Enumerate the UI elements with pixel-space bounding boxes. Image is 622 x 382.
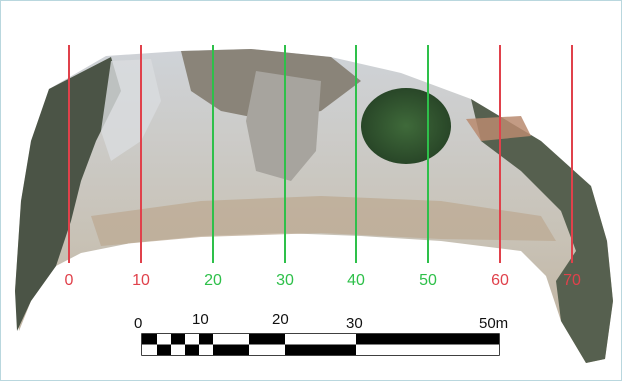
scale-bar: 0 10 20 30 50m bbox=[134, 311, 508, 356]
scale-label-30: 30 bbox=[346, 315, 363, 332]
scale-block-top-1 bbox=[157, 334, 171, 345]
scale-bar-blocks bbox=[142, 334, 499, 355]
transect-label-20: 20 bbox=[204, 272, 222, 289]
sand-band bbox=[91, 196, 556, 246]
scale-block-bottom-3 bbox=[185, 344, 199, 355]
scale-block-top-7 bbox=[285, 334, 356, 345]
scale-block-bottom-7 bbox=[285, 344, 356, 355]
left-cliff-highlight bbox=[101, 59, 161, 161]
scale-block-bottom-0 bbox=[142, 344, 157, 355]
transect-label-30: 30 bbox=[276, 272, 294, 289]
transect-label-50: 50 bbox=[419, 272, 437, 289]
scale-label-50m: 50m bbox=[479, 315, 508, 332]
scale-block-top-3 bbox=[185, 334, 199, 345]
scale-block-bottom-5 bbox=[213, 344, 249, 355]
transect-label-0: 0 bbox=[65, 272, 74, 289]
scale-block-bottom-8 bbox=[356, 344, 499, 355]
scale-block-bottom-6 bbox=[249, 344, 285, 355]
transect-label-10: 10 bbox=[132, 272, 150, 289]
scale-label-0: 0 bbox=[134, 315, 142, 332]
vegetation-patch bbox=[361, 88, 451, 164]
scale-block-bottom-4 bbox=[199, 344, 213, 355]
scale-block-top-6 bbox=[249, 334, 285, 345]
transect-label-60: 60 bbox=[491, 272, 509, 289]
scale-block-bottom-2 bbox=[171, 344, 185, 355]
scale-block-bottom-1 bbox=[157, 344, 171, 355]
scale-label-10: 10 bbox=[192, 311, 209, 328]
scale-label-20: 20 bbox=[272, 311, 289, 328]
scale-block-top-5 bbox=[213, 334, 249, 345]
transect-label-70: 70 bbox=[563, 272, 581, 289]
scale-block-top-0 bbox=[142, 334, 157, 345]
transect-lines: 0 10 20 30 40 50 60 70 bbox=[65, 45, 581, 289]
scale-block-top-2 bbox=[171, 334, 185, 345]
scale-block-top-4 bbox=[199, 334, 213, 345]
scale-block-top-8 bbox=[356, 334, 499, 345]
right-rock-highlight bbox=[466, 116, 531, 141]
transect-label-40: 40 bbox=[347, 272, 365, 289]
right-cliff bbox=[471, 99, 613, 363]
central-rock bbox=[246, 71, 321, 181]
